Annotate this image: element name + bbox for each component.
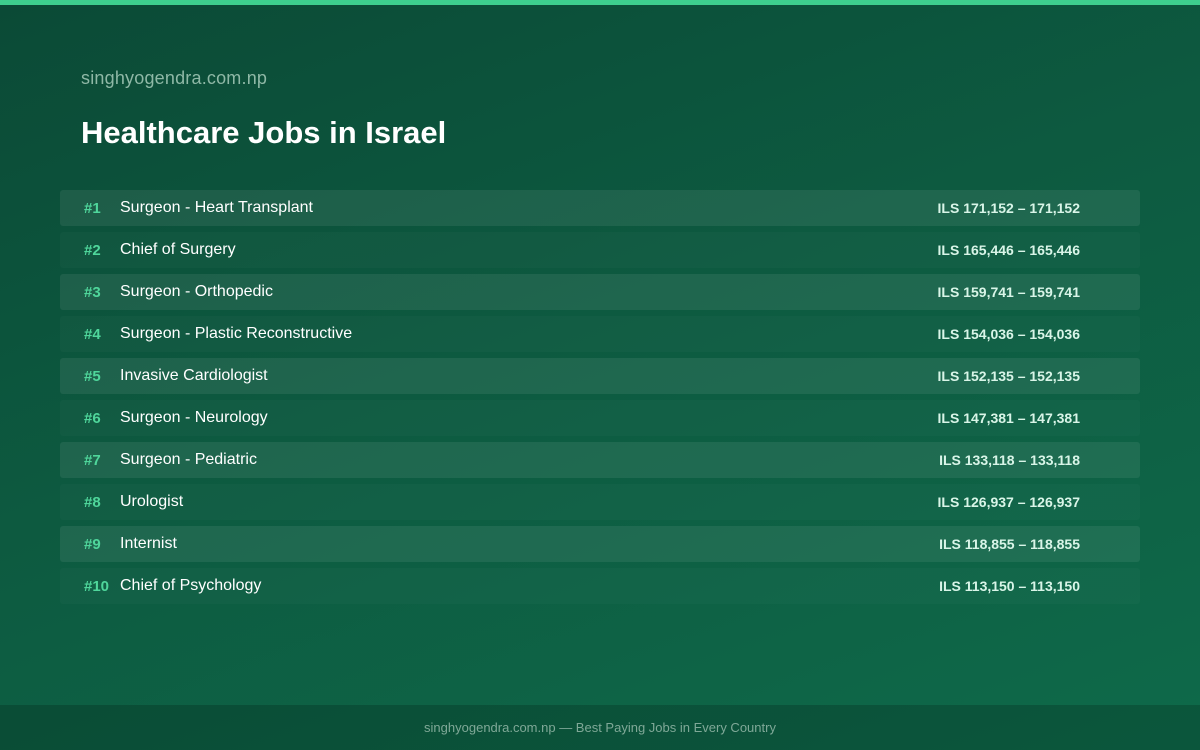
job-rank: #8 — [84, 493, 101, 511]
job-title: Surgeon - Heart Transplant — [120, 199, 313, 216]
job-title: Urologist — [120, 493, 184, 510]
job-title: Chief of Surgery — [120, 241, 236, 258]
job-rank: #6 — [84, 409, 101, 427]
job-rank: #3 — [84, 283, 101, 301]
job-rank: #9 — [84, 535, 101, 553]
job-list: #1 Surgeon - Heart Transplant ILS 171,15… — [60, 190, 1140, 610]
job-title: Internist — [120, 535, 177, 552]
job-row: #1 Surgeon - Heart Transplant ILS 171,15… — [60, 190, 1140, 226]
job-salary: ILS 171,152 – 171,152 — [937, 200, 1080, 216]
job-salary: ILS 159,741 – 159,741 — [937, 284, 1080, 300]
top-accent-bar — [0, 0, 1200, 5]
job-title: Surgeon - Pediatric — [120, 451, 257, 468]
job-row: #2 Chief of Surgery ILS 165,446 – 165,44… — [60, 232, 1140, 268]
site-name: singhyogendra.com.np — [81, 68, 268, 88]
job-row: #9 Internist ILS 118,855 – 118,855 — [60, 526, 1140, 562]
job-rank: #4 — [84, 325, 101, 343]
page-title: Healthcare Jobs in Israel — [81, 115, 447, 150]
job-rank: #5 — [84, 367, 101, 385]
job-salary: ILS 113,150 – 113,150 — [939, 578, 1080, 594]
job-row: #7 Surgeon - Pediatric ILS 133,118 – 133… — [60, 442, 1140, 478]
job-salary: ILS 133,118 – 133,118 — [939, 452, 1080, 468]
footer-text: singhyogendra.com.np — Best Paying Jobs … — [424, 720, 776, 735]
job-title: Invasive Cardiologist — [120, 367, 268, 384]
job-row: #8 Urologist ILS 126,937 – 126,937 — [60, 484, 1140, 520]
job-rank: #2 — [84, 241, 101, 259]
job-salary: ILS 152,135 – 152,135 — [937, 368, 1080, 384]
job-title: Surgeon - Plastic Reconstructive — [120, 325, 353, 342]
job-title: Chief of Psychology — [120, 577, 262, 594]
job-salary: ILS 126,937 – 126,937 — [937, 494, 1080, 510]
job-row: #6 Surgeon - Neurology ILS 147,381 – 147… — [60, 400, 1140, 436]
job-row: #3 Surgeon - Orthopedic ILS 159,741 – 15… — [60, 274, 1140, 310]
job-rank: #7 — [84, 451, 101, 469]
job-row: #5 Invasive Cardiologist ILS 152,135 – 1… — [60, 358, 1140, 394]
job-salary: ILS 118,855 – 118,855 — [939, 536, 1080, 552]
job-rank: #1 — [84, 199, 101, 217]
footer: singhyogendra.com.np — Best Paying Jobs … — [0, 705, 1200, 750]
job-salary: ILS 154,036 – 154,036 — [937, 326, 1080, 342]
job-row: #10 Chief of Psychology ILS 113,150 – 11… — [60, 568, 1140, 604]
job-title: Surgeon - Orthopedic — [120, 283, 273, 300]
job-row: #4 Surgeon - Plastic Reconstructive ILS … — [60, 316, 1140, 352]
job-salary: ILS 165,446 – 165,446 — [937, 242, 1080, 258]
job-rank: #10 — [84, 577, 110, 595]
job-title: Surgeon - Neurology — [120, 409, 268, 426]
job-salary: ILS 147,381 – 147,381 — [937, 410, 1080, 426]
